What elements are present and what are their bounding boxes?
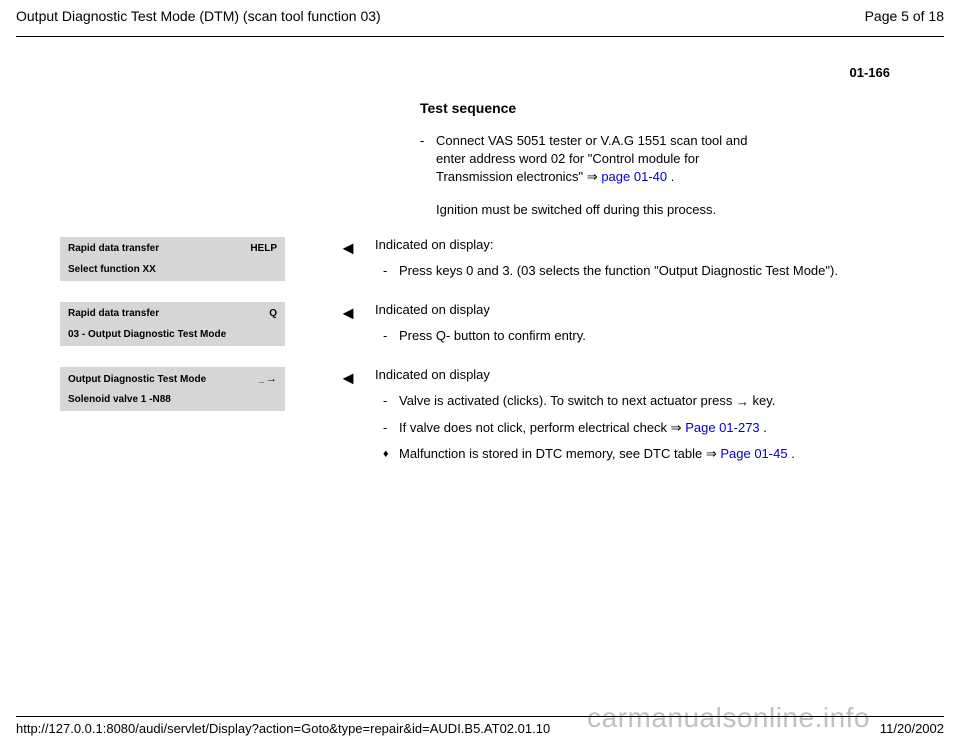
header-title: Output Diagnostic Test Mode (DTM) (scan … (16, 8, 381, 24)
triangle-left-icon: ◄ (339, 369, 357, 471)
dash-bullet: - (383, 392, 399, 411)
dash-bullet: - (420, 132, 436, 187)
display-row: Output Diagnostic Test Mode _→ Solenoid … (60, 367, 900, 471)
scan-tool-display: Rapid data transfer HELP Select function… (60, 237, 285, 281)
underscore: _ (259, 374, 264, 384)
triangle-left-icon: ◄ (339, 304, 357, 353)
instruction-content: Indicated on display - Press Q- button t… (375, 302, 900, 353)
page-footer: http://127.0.0.1:8080/audi/servlet/Displ… (0, 716, 960, 736)
footer-row: http://127.0.0.1:8080/audi/servlet/Displ… (16, 721, 944, 736)
dash-bullet: - (383, 327, 399, 345)
display-text-left: Output Diagnostic Test Mode (68, 374, 206, 385)
sub-item: - If valve does not click, perform elect… (383, 419, 900, 437)
footer-rule (16, 716, 944, 717)
triangle-left-icon: ◄ (339, 239, 357, 288)
footer-url: http://127.0.0.1:8080/audi/servlet/Displ… (16, 721, 550, 736)
indicated-label: Indicated on display: (375, 237, 900, 252)
arrow-column: ◄ (285, 237, 375, 288)
page-container: Output Diagnostic Test Mode (DTM) (scan … (0, 0, 960, 742)
text-suffix: . (760, 420, 767, 435)
arrow-icon: ⇒ (706, 446, 717, 461)
sub-text: If valve does not click, perform electri… (399, 419, 900, 437)
content-area: 01-166 Test sequence - Connect VAS 5051 … (0, 37, 960, 471)
display-text-right: HELP (250, 243, 277, 254)
sub-item: ♦ Malfunction is stored in DTC memory, s… (383, 445, 900, 463)
text-suffix: . (788, 446, 795, 461)
intro-text-suffix: . (667, 169, 674, 184)
text-prefix: Malfunction is stored in DTC memory, see… (399, 446, 706, 461)
dash-bullet: - (383, 419, 399, 437)
scan-tool-display: Output Diagnostic Test Mode _→ Solenoid … (60, 367, 285, 411)
display-line-2: Select function XX (68, 264, 277, 275)
sub-text: Malfunction is stored in DTC memory, see… (399, 445, 900, 463)
page-link[interactable]: page 01-40 (601, 169, 667, 184)
display-text-right: _→ (259, 373, 277, 385)
display-text-right: Q (269, 308, 277, 319)
page-number: 01-166 (60, 57, 900, 80)
arrow-icon: ⇒ (671, 420, 682, 435)
intro-text: Connect VAS 5051 tester or V.A.G 1551 sc… (436, 132, 750, 187)
diamond-bullet: ♦ (383, 445, 399, 463)
arrow-right-icon: → (736, 393, 749, 411)
display-line-1: Rapid data transfer HELP (68, 243, 277, 254)
section-title: Test sequence (420, 100, 900, 116)
display-line-2: Solenoid valve 1 -N88 (68, 394, 277, 405)
sub-list: - Valve is activated (clicks). To switch… (383, 392, 900, 463)
intro-note: Ignition must be switched off during thi… (436, 201, 746, 219)
text-suffix: key. (749, 393, 776, 408)
text-prefix: If valve does not click, perform electri… (399, 420, 671, 435)
indicated-label: Indicated on display (375, 367, 900, 382)
display-text-left: Rapid data transfer (68, 308, 159, 319)
sub-item: - Press keys 0 and 3. (03 selects the fu… (383, 262, 900, 280)
display-row: Rapid data transfer Q 03 - Output Diagno… (60, 302, 900, 353)
arrow-column: ◄ (285, 302, 375, 353)
sub-text: Press Q- button to confirm entry. (399, 327, 900, 345)
display-line-1: Output Diagnostic Test Mode _→ (68, 373, 277, 385)
text-prefix: Valve is activated (clicks). To switch t… (399, 393, 736, 408)
page-header: Output Diagnostic Test Mode (DTM) (scan … (0, 0, 960, 28)
instruction-content: Indicated on display - Valve is activate… (375, 367, 900, 471)
page-link[interactable]: Page 01-45 (720, 446, 787, 461)
sub-item: - Valve is activated (clicks). To switch… (383, 392, 900, 411)
intro-item: - Connect VAS 5051 tester or V.A.G 1551 … (420, 132, 750, 187)
arrow-icon: ⇒ (587, 169, 598, 184)
display-text-left: Rapid data transfer (68, 243, 159, 254)
sub-list: - Press Q- button to confirm entry. (383, 327, 900, 345)
indicated-label: Indicated on display (375, 302, 900, 317)
page-link[interactable]: Page 01-273 (685, 420, 759, 435)
dash-bullet: - (383, 262, 399, 280)
intro-list: - Connect VAS 5051 tester or V.A.G 1551 … (420, 132, 750, 219)
footer-date: 11/20/2002 (880, 721, 944, 736)
display-row: Rapid data transfer HELP Select function… (60, 237, 900, 288)
sub-text: Valve is activated (clicks). To switch t… (399, 392, 900, 411)
sub-item: - Press Q- button to confirm entry. (383, 327, 900, 345)
scan-tool-display: Rapid data transfer Q 03 - Output Diagno… (60, 302, 285, 346)
display-line-2: 03 - Output Diagnostic Test Mode (68, 329, 277, 340)
display-line-1: Rapid data transfer Q (68, 308, 277, 319)
instruction-content: Indicated on display: - Press keys 0 and… (375, 237, 900, 288)
sub-list: - Press keys 0 and 3. (03 selects the fu… (383, 262, 900, 280)
header-page-info: Page 5 of 18 (865, 8, 944, 24)
arrow-column: ◄ (285, 367, 375, 471)
arrow-right-icon: → (266, 373, 277, 385)
sub-text: Press keys 0 and 3. (03 selects the func… (399, 262, 900, 280)
